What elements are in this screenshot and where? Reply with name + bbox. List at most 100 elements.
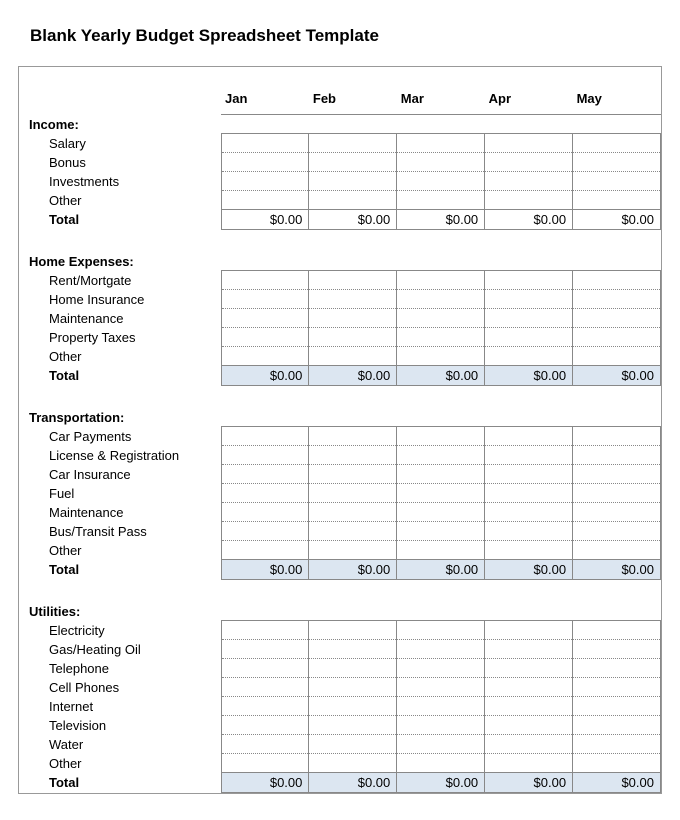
data-cell[interactable]: [309, 754, 397, 773]
data-cell[interactable]: [397, 678, 485, 697]
data-cell[interactable]: [397, 697, 485, 716]
data-cell[interactable]: [221, 446, 309, 465]
data-cell[interactable]: [309, 271, 397, 290]
data-cell[interactable]: [573, 465, 661, 484]
data-cell[interactable]: [485, 172, 573, 191]
data-cell[interactable]: [573, 191, 661, 210]
data-cell[interactable]: [485, 347, 573, 366]
data-cell[interactable]: [221, 541, 309, 560]
data-cell[interactable]: [573, 522, 661, 541]
data-cell[interactable]: [309, 172, 397, 191]
data-cell[interactable]: [309, 503, 397, 522]
data-cell[interactable]: [309, 465, 397, 484]
data-cell[interactable]: [309, 735, 397, 754]
data-cell[interactable]: [573, 659, 661, 678]
data-cell[interactable]: [573, 541, 661, 560]
data-cell[interactable]: [309, 347, 397, 366]
data-cell[interactable]: [573, 271, 661, 290]
data-cell[interactable]: [573, 697, 661, 716]
data-cell[interactable]: [573, 678, 661, 697]
data-cell[interactable]: [573, 153, 661, 172]
data-cell[interactable]: [485, 134, 573, 153]
data-cell[interactable]: [573, 621, 661, 640]
data-cell[interactable]: [221, 678, 309, 697]
data-cell[interactable]: [221, 328, 309, 347]
data-cell[interactable]: [573, 754, 661, 773]
data-cell[interactable]: [485, 716, 573, 735]
data-cell[interactable]: [485, 754, 573, 773]
data-cell[interactable]: [573, 134, 661, 153]
data-cell[interactable]: [485, 659, 573, 678]
data-cell[interactable]: [485, 735, 573, 754]
data-cell[interactable]: [397, 484, 485, 503]
data-cell[interactable]: [309, 716, 397, 735]
data-cell[interactable]: [221, 659, 309, 678]
data-cell[interactable]: [397, 328, 485, 347]
data-cell[interactable]: [309, 659, 397, 678]
data-cell[interactable]: [485, 484, 573, 503]
data-cell[interactable]: [485, 328, 573, 347]
data-cell[interactable]: [485, 191, 573, 210]
data-cell[interactable]: [309, 309, 397, 328]
data-cell[interactable]: [221, 621, 309, 640]
data-cell[interactable]: [573, 347, 661, 366]
data-cell[interactable]: [221, 309, 309, 328]
data-cell[interactable]: [397, 640, 485, 659]
data-cell[interactable]: [573, 716, 661, 735]
data-cell[interactable]: [309, 522, 397, 541]
data-cell[interactable]: [485, 697, 573, 716]
data-cell[interactable]: [573, 640, 661, 659]
data-cell[interactable]: [221, 735, 309, 754]
data-cell[interactable]: [309, 134, 397, 153]
data-cell[interactable]: [221, 172, 309, 191]
data-cell[interactable]: [485, 621, 573, 640]
data-cell[interactable]: [573, 172, 661, 191]
data-cell[interactable]: [397, 522, 485, 541]
data-cell[interactable]: [221, 271, 309, 290]
data-cell[interactable]: [397, 735, 485, 754]
data-cell[interactable]: [397, 172, 485, 191]
data-cell[interactable]: [221, 503, 309, 522]
data-cell[interactable]: [485, 290, 573, 309]
data-cell[interactable]: [221, 153, 309, 172]
data-cell[interactable]: [221, 716, 309, 735]
data-cell[interactable]: [573, 290, 661, 309]
data-cell[interactable]: [221, 134, 309, 153]
data-cell[interactable]: [485, 271, 573, 290]
data-cell[interactable]: [485, 503, 573, 522]
data-cell[interactable]: [573, 427, 661, 446]
data-cell[interactable]: [309, 484, 397, 503]
data-cell[interactable]: [573, 484, 661, 503]
data-cell[interactable]: [309, 697, 397, 716]
data-cell[interactable]: [309, 427, 397, 446]
data-cell[interactable]: [485, 678, 573, 697]
data-cell[interactable]: [309, 678, 397, 697]
data-cell[interactable]: [397, 290, 485, 309]
data-cell[interactable]: [573, 446, 661, 465]
data-cell[interactable]: [485, 522, 573, 541]
data-cell[interactable]: [397, 134, 485, 153]
data-cell[interactable]: [397, 659, 485, 678]
data-cell[interactable]: [397, 446, 485, 465]
data-cell[interactable]: [309, 541, 397, 560]
data-cell[interactable]: [397, 153, 485, 172]
data-cell[interactable]: [397, 271, 485, 290]
data-cell[interactable]: [397, 347, 485, 366]
data-cell[interactable]: [485, 465, 573, 484]
data-cell[interactable]: [221, 754, 309, 773]
data-cell[interactable]: [221, 465, 309, 484]
data-cell[interactable]: [485, 427, 573, 446]
data-cell[interactable]: [573, 309, 661, 328]
data-cell[interactable]: [221, 522, 309, 541]
data-cell[interactable]: [397, 754, 485, 773]
data-cell[interactable]: [397, 191, 485, 210]
data-cell[interactable]: [309, 621, 397, 640]
data-cell[interactable]: [309, 446, 397, 465]
data-cell[interactable]: [397, 621, 485, 640]
data-cell[interactable]: [485, 640, 573, 659]
data-cell[interactable]: [397, 503, 485, 522]
data-cell[interactable]: [573, 735, 661, 754]
data-cell[interactable]: [221, 347, 309, 366]
data-cell[interactable]: [309, 191, 397, 210]
data-cell[interactable]: [221, 484, 309, 503]
